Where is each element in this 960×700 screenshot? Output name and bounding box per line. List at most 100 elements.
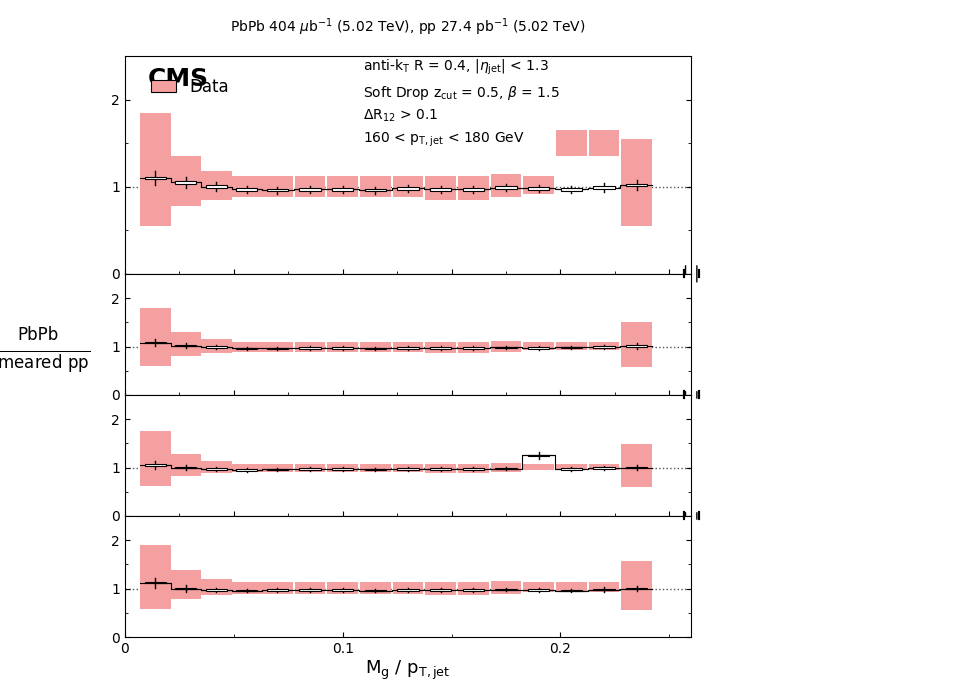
Bar xyxy=(495,186,516,189)
Bar xyxy=(205,589,227,591)
Bar xyxy=(201,461,231,473)
Bar xyxy=(175,181,197,183)
Bar xyxy=(425,582,456,596)
Bar xyxy=(463,468,484,470)
Bar xyxy=(397,468,419,470)
Bar xyxy=(300,468,321,470)
Bar xyxy=(300,188,321,190)
Bar xyxy=(556,130,587,156)
Bar xyxy=(626,345,647,346)
Bar xyxy=(231,342,262,352)
Bar xyxy=(430,468,451,470)
Bar xyxy=(626,588,647,589)
Bar xyxy=(593,346,614,348)
Bar xyxy=(332,468,353,470)
Bar xyxy=(145,582,166,584)
Bar xyxy=(458,463,489,473)
Bar xyxy=(140,545,171,609)
Bar xyxy=(495,468,516,469)
Bar xyxy=(327,463,358,473)
Bar xyxy=(267,189,288,192)
Bar xyxy=(175,588,197,589)
Bar xyxy=(295,582,325,594)
Bar xyxy=(267,469,288,470)
Bar xyxy=(231,582,262,594)
Bar xyxy=(523,342,554,350)
Bar xyxy=(491,174,521,197)
Bar xyxy=(140,113,171,226)
Bar xyxy=(236,469,257,470)
Bar xyxy=(262,342,293,352)
Bar xyxy=(495,346,516,348)
Bar xyxy=(621,444,652,487)
Bar xyxy=(561,346,582,348)
Bar xyxy=(463,589,484,591)
Bar xyxy=(393,342,423,352)
Bar xyxy=(332,589,353,591)
Bar xyxy=(626,467,647,468)
Bar xyxy=(425,176,456,200)
Bar xyxy=(588,463,619,470)
Bar xyxy=(332,188,353,190)
Bar xyxy=(327,342,358,352)
Bar xyxy=(523,176,554,194)
Bar xyxy=(491,581,521,594)
Bar xyxy=(588,342,619,350)
Bar xyxy=(360,176,391,197)
Bar xyxy=(588,130,619,156)
Bar xyxy=(556,463,587,470)
Bar xyxy=(171,454,201,476)
Bar xyxy=(528,347,549,349)
Bar xyxy=(626,183,647,186)
Bar xyxy=(145,176,166,179)
Bar xyxy=(267,589,288,591)
Bar xyxy=(593,186,614,189)
Bar xyxy=(205,346,227,348)
Bar xyxy=(365,189,386,192)
Bar xyxy=(140,308,171,366)
Bar xyxy=(397,347,419,349)
Bar xyxy=(425,463,456,473)
Bar xyxy=(262,463,293,473)
Bar xyxy=(458,342,489,353)
Bar xyxy=(236,188,257,190)
Bar xyxy=(561,188,582,190)
Text: PbPb
$\overline{\mathrm{Smeared\ pp}}$: PbPb $\overline{\mathrm{Smeared\ pp}}$ xyxy=(0,326,90,374)
Bar xyxy=(201,340,231,353)
Bar xyxy=(262,582,293,594)
Bar xyxy=(365,590,386,592)
Bar xyxy=(528,187,549,190)
Bar xyxy=(556,342,587,350)
Bar xyxy=(430,347,451,349)
Legend: Data: Data xyxy=(144,71,236,102)
Bar xyxy=(528,455,549,456)
Bar xyxy=(463,188,484,190)
Bar xyxy=(231,176,262,197)
Bar xyxy=(621,561,652,610)
Bar xyxy=(495,589,516,590)
Bar xyxy=(175,467,197,468)
Bar xyxy=(491,341,521,352)
Bar xyxy=(491,463,521,473)
Bar xyxy=(175,345,197,346)
Bar xyxy=(523,463,554,470)
Bar xyxy=(360,582,391,594)
Bar xyxy=(397,589,419,591)
Bar xyxy=(430,589,451,591)
Bar xyxy=(300,347,321,349)
Bar xyxy=(145,342,166,343)
Bar xyxy=(365,469,386,470)
Bar xyxy=(621,322,652,367)
Bar xyxy=(171,332,201,356)
Text: M$_\mathrm{g}$ / p$_\mathrm{T,jet}$: M$_\mathrm{g}$ / p$_\mathrm{T,jet}$ xyxy=(366,659,450,682)
Bar xyxy=(430,188,451,190)
Bar xyxy=(365,348,386,349)
Bar xyxy=(295,463,325,473)
Bar xyxy=(561,468,582,470)
Bar xyxy=(393,176,423,197)
Bar xyxy=(327,176,358,197)
Bar xyxy=(393,582,423,594)
Bar xyxy=(621,139,652,226)
Text: CMS: CMS xyxy=(148,67,208,91)
Bar xyxy=(267,348,288,349)
